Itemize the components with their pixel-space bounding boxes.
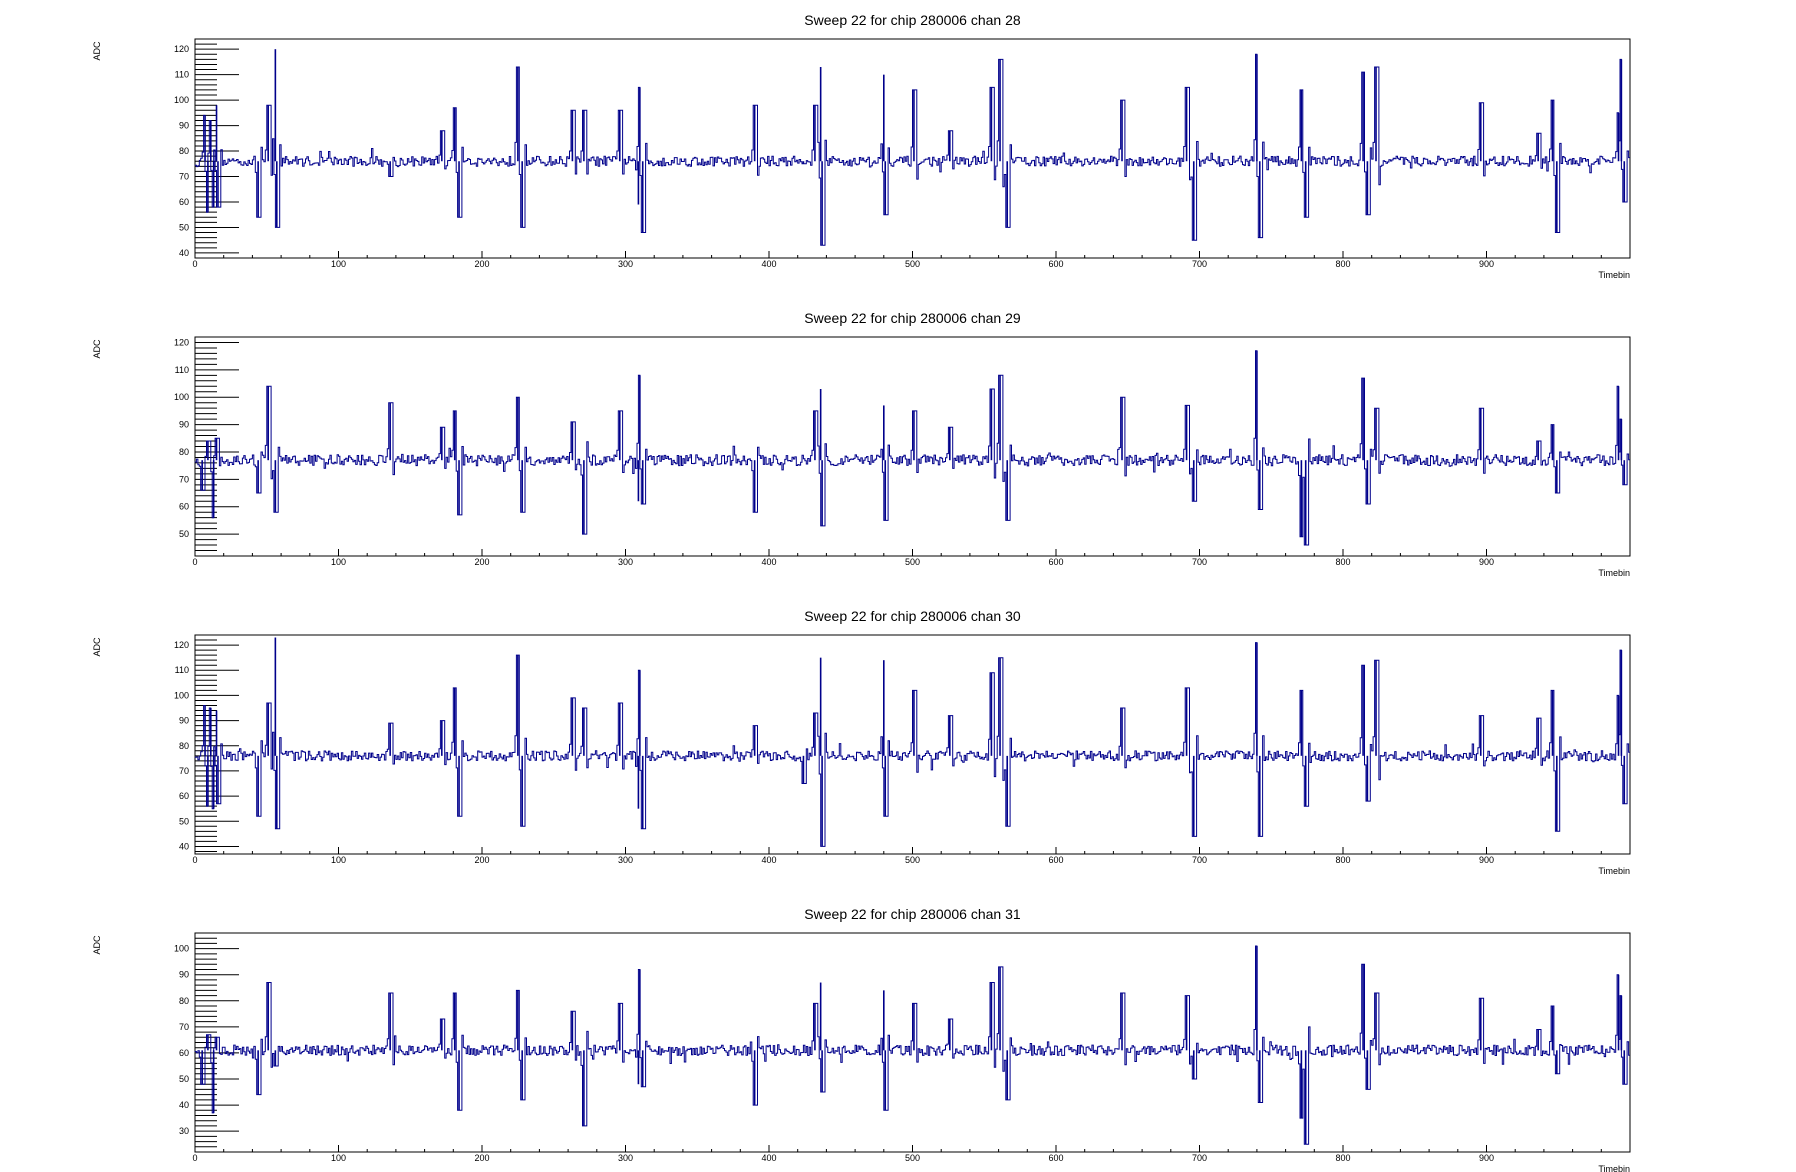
y-tick-label: 90 xyxy=(179,121,189,131)
y-tick-label: 50 xyxy=(179,529,189,539)
x-tick-label: 600 xyxy=(1048,259,1063,269)
x-tick-label: 0 xyxy=(192,1153,197,1163)
chart-title: Sweep 22 for chip 280006 chan 31 xyxy=(804,906,1021,922)
x-tick-label: 700 xyxy=(1192,557,1207,567)
y-tick-label: 60 xyxy=(179,791,189,801)
y-tick-label: 50 xyxy=(179,816,189,826)
y-axis-label: ADC xyxy=(92,935,102,955)
x-tick-label: 400 xyxy=(761,855,776,865)
x-tick-label: 800 xyxy=(1335,855,1350,865)
plot-frame xyxy=(194,38,1631,259)
y-tick-label: 60 xyxy=(179,197,189,207)
x-tick-label: 200 xyxy=(474,855,489,865)
y-tick-label: 50 xyxy=(179,222,189,232)
y-tick-label: 110 xyxy=(175,665,189,675)
x-tick-label: 400 xyxy=(761,1153,776,1163)
x-axis-label: Timebin xyxy=(1598,568,1630,578)
y-tick-label: 90 xyxy=(179,716,189,726)
y-tick-label: 40 xyxy=(179,1100,189,1110)
y-axis-label: ADC xyxy=(92,339,102,359)
x-tick-label: 200 xyxy=(474,259,489,269)
series-line xyxy=(194,350,1630,546)
x-tick-label: 100 xyxy=(331,557,346,567)
x-tick-label: 900 xyxy=(1479,1153,1494,1163)
x-tick-label: 800 xyxy=(1335,1153,1350,1163)
y-tick-label: 110 xyxy=(175,70,189,80)
y-tick-label: 120 xyxy=(174,44,189,54)
y-tick-label: 70 xyxy=(179,474,189,484)
chart-title: Sweep 22 for chip 280006 chan 30 xyxy=(804,608,1021,624)
y-tick-label: 100 xyxy=(174,690,189,700)
chart-panel-chan-31: Sweep 22 for chip 280006 chan 31 ADC Tim… xyxy=(92,906,1631,1172)
y-tick-label: 30 xyxy=(179,1126,189,1136)
chart-title: Sweep 22 for chip 280006 chan 29 xyxy=(804,310,1021,326)
x-axis-label: Timebin xyxy=(1598,270,1630,280)
series-line xyxy=(195,945,1630,1145)
y-axis-label: ADC xyxy=(92,637,102,657)
x-tick-label: 100 xyxy=(331,259,346,269)
x-tick-label: 0 xyxy=(192,259,197,269)
x-tick-label: 300 xyxy=(618,259,633,269)
x-tick-label: 800 xyxy=(1335,557,1350,567)
x-tick-label: 300 xyxy=(618,855,633,865)
x-tick-label: 600 xyxy=(1048,557,1063,567)
y-tick-label: 70 xyxy=(179,766,189,776)
chart-panel-chan-29: Sweep 22 for chip 280006 chan 29 ADC Tim… xyxy=(92,310,1631,578)
x-tick-label: 200 xyxy=(474,557,489,567)
chart-title: Sweep 22 for chip 280006 chan 28 xyxy=(804,12,1021,28)
x-tick-label: 400 xyxy=(761,557,776,567)
x-tick-label: 500 xyxy=(905,259,920,269)
x-tick-label: 300 xyxy=(618,557,633,567)
y-tick-label: 100 xyxy=(174,95,189,105)
y-tick-label: 60 xyxy=(179,502,189,512)
y-tick-label: 70 xyxy=(179,1022,189,1032)
y-tick-label: 100 xyxy=(174,944,189,954)
x-tick-label: 700 xyxy=(1192,259,1207,269)
y-axis-label: ADC xyxy=(92,41,102,61)
x-tick-label: 0 xyxy=(192,855,197,865)
x-axis-label: Timebin xyxy=(1598,1164,1630,1172)
chart-panel-chan-30: Sweep 22 for chip 280006 chan 30 ADC Tim… xyxy=(92,608,1631,876)
y-tick-label: 80 xyxy=(179,447,189,457)
x-axis-label: Timebin xyxy=(1598,866,1630,876)
x-tick-label: 600 xyxy=(1048,1153,1063,1163)
y-tick-label: 70 xyxy=(179,172,189,182)
y-tick-label: 60 xyxy=(179,1048,189,1058)
x-tick-label: 200 xyxy=(474,1153,489,1163)
y-tick-label: 90 xyxy=(179,420,189,430)
y-tick-label: 120 xyxy=(174,337,189,347)
x-tick-label: 700 xyxy=(1192,855,1207,865)
x-tick-label: 100 xyxy=(331,1153,346,1163)
y-tick-label: 40 xyxy=(179,248,189,258)
chart-panel-chan-28: Sweep 22 for chip 280006 chan 28 ADC Tim… xyxy=(92,12,1631,280)
y-tick-label: 90 xyxy=(179,970,189,980)
x-tick-label: 900 xyxy=(1479,259,1494,269)
y-tick-label: 80 xyxy=(179,146,189,156)
series-line xyxy=(194,53,1630,246)
x-tick-label: 700 xyxy=(1192,1153,1207,1163)
x-tick-label: 800 xyxy=(1335,259,1350,269)
plot-frame xyxy=(194,932,1631,1153)
x-tick-label: 900 xyxy=(1479,855,1494,865)
x-tick-label: 900 xyxy=(1479,557,1494,567)
y-tick-label: 80 xyxy=(179,996,189,1006)
x-tick-label: 400 xyxy=(761,259,776,269)
x-tick-label: 500 xyxy=(905,557,920,567)
y-tick-label: 40 xyxy=(179,841,189,851)
y-tick-label: 120 xyxy=(174,640,189,650)
x-tick-label: 300 xyxy=(618,1153,633,1163)
x-tick-label: 500 xyxy=(905,855,920,865)
y-tick-label: 110 xyxy=(175,365,189,375)
x-tick-label: 100 xyxy=(331,855,346,865)
x-tick-label: 600 xyxy=(1048,855,1063,865)
y-tick-label: 80 xyxy=(179,741,189,751)
y-tick-label: 50 xyxy=(179,1074,189,1084)
series-line xyxy=(194,642,1630,847)
plot-frame xyxy=(194,634,1631,855)
x-tick-label: 0 xyxy=(192,557,197,567)
x-tick-label: 500 xyxy=(905,1153,920,1163)
y-tick-label: 100 xyxy=(174,392,189,402)
